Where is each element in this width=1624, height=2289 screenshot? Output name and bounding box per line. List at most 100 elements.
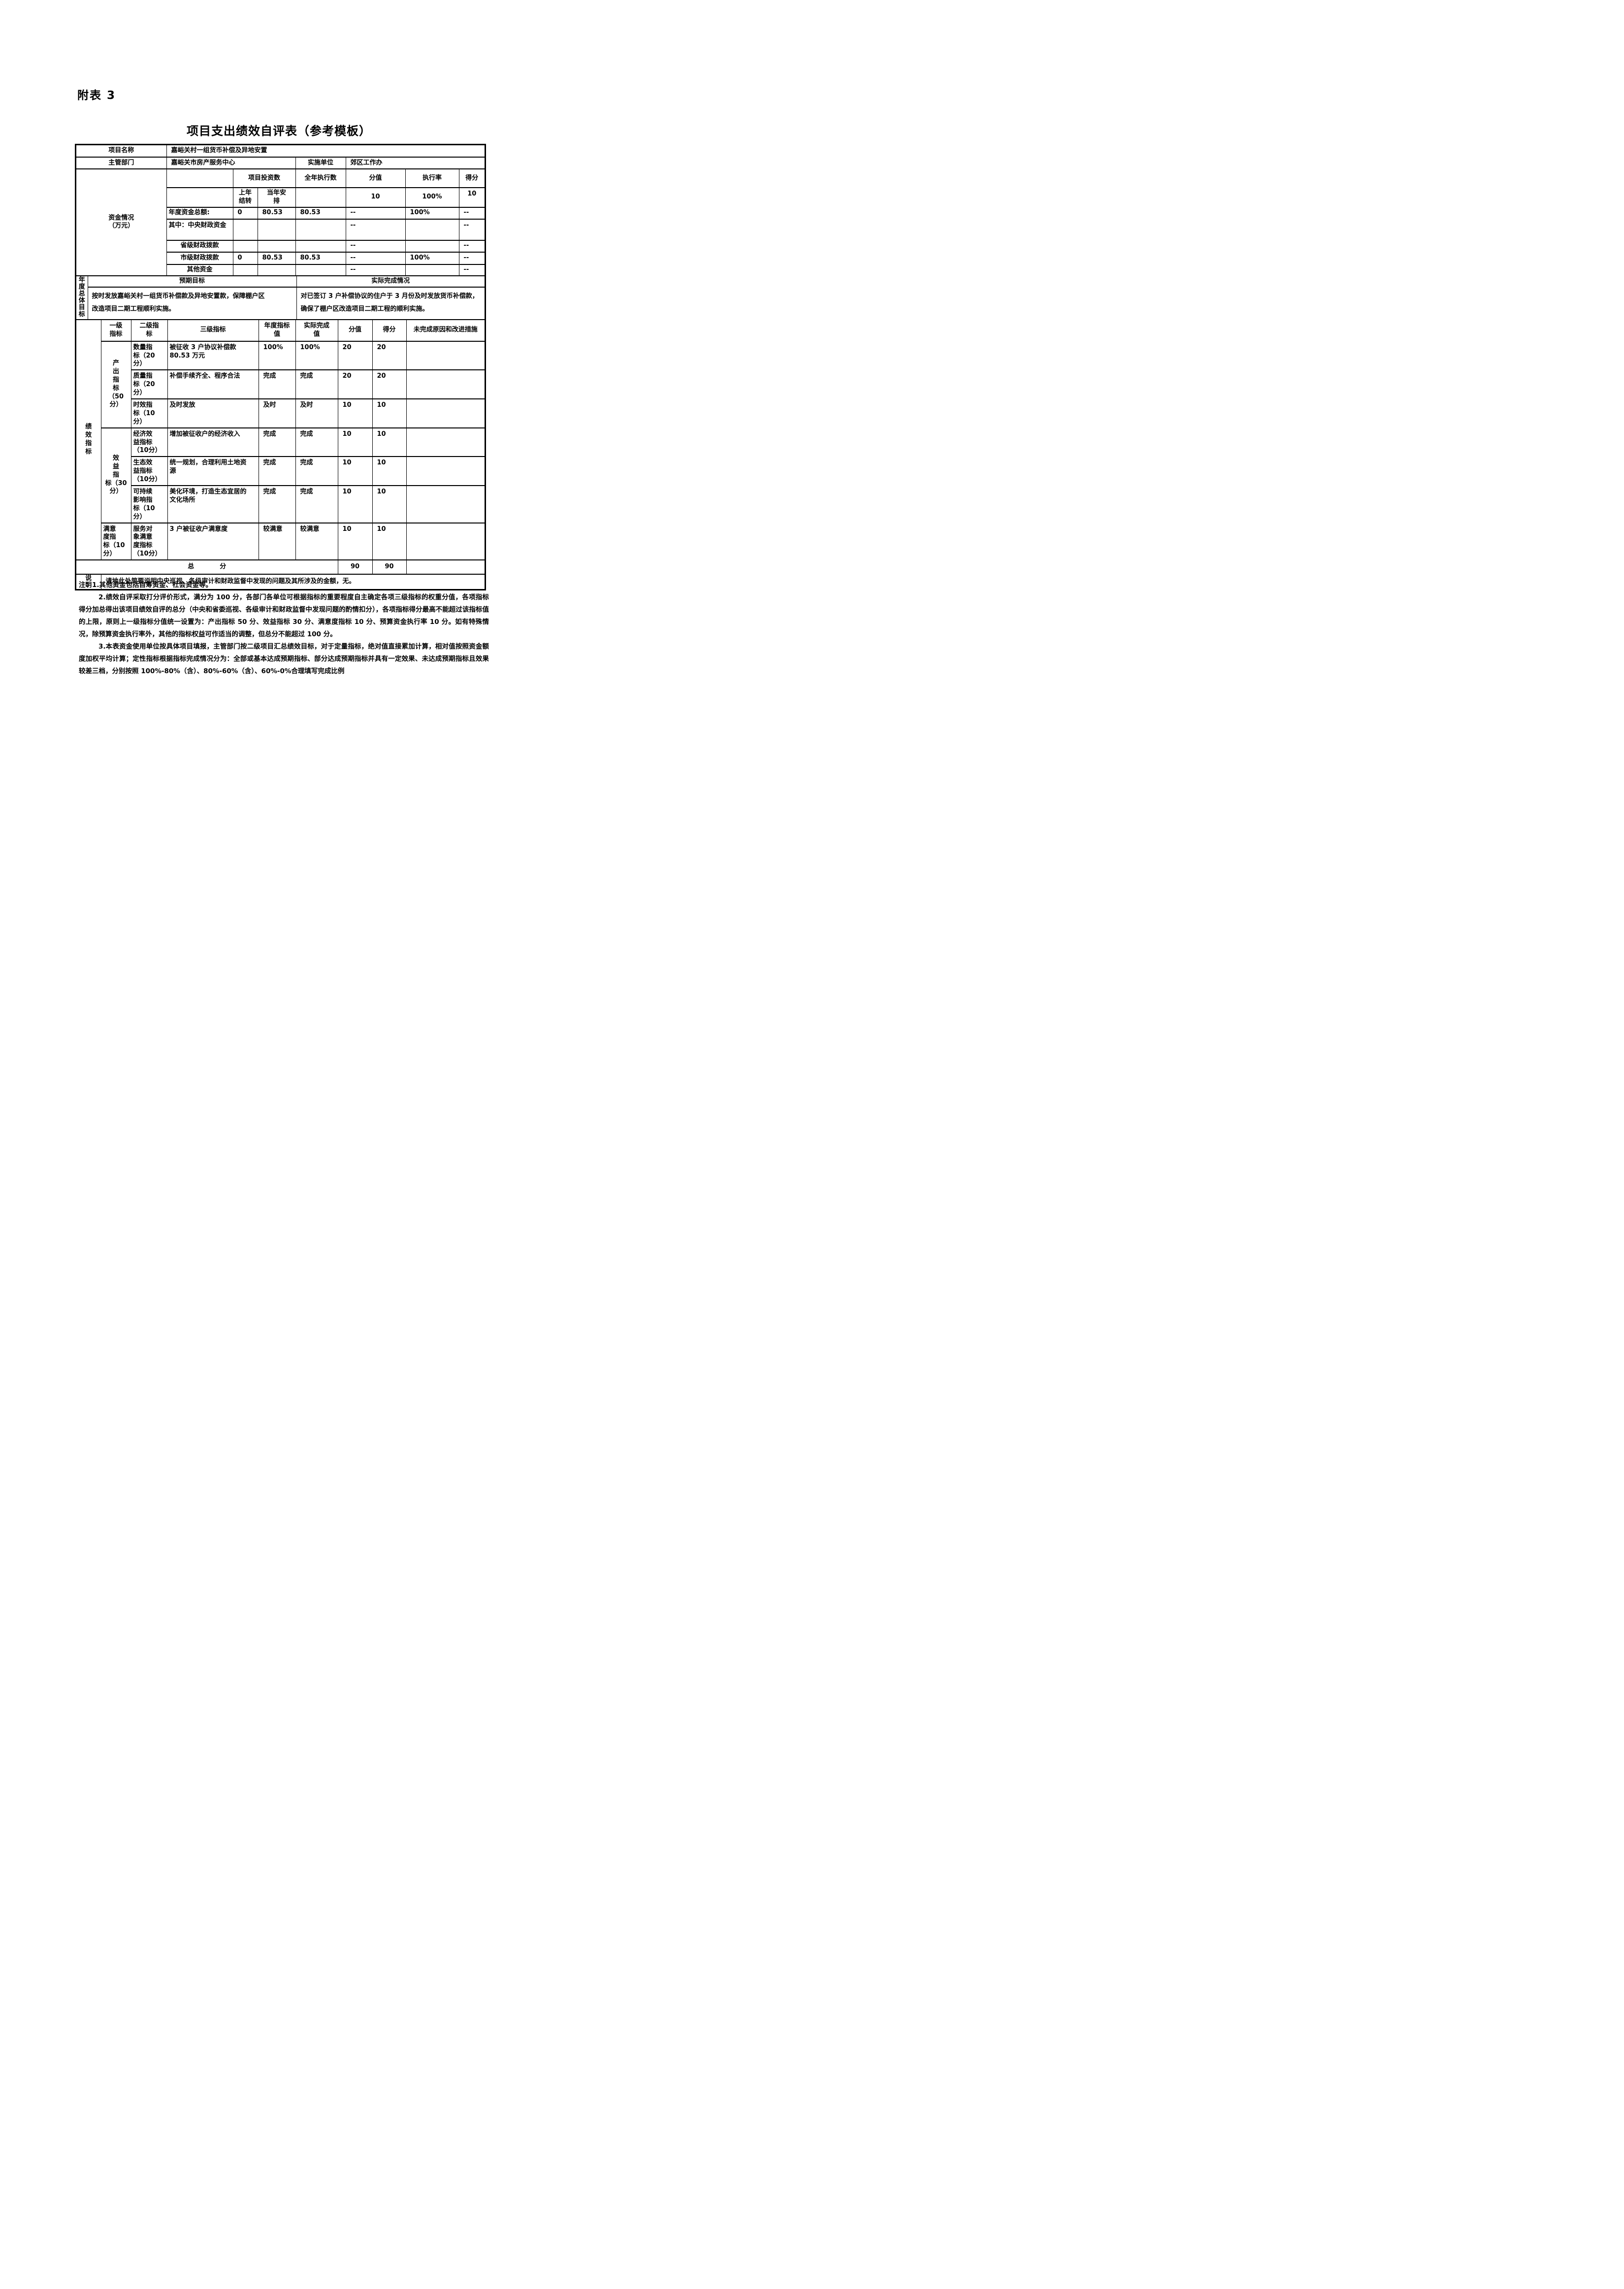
score-subvalue: 10 [459,188,485,208]
score-value: -- [459,252,485,265]
empty-cell [405,240,459,253]
actual-value: 完成 [295,427,338,458]
actual-value-header: 实际完成 值 [295,320,338,342]
empty-cell [405,219,459,241]
annual-target-header: 年度指标 值 [259,320,296,342]
funding-row-label: 省级财政拨款 [166,240,233,253]
annual-target-value: 完成 [259,370,296,400]
exec-rate-subvalue: 100% [405,188,459,208]
score-value: 10 [372,486,407,523]
remark-side-label: 说 明 [76,575,101,589]
funding-row-label: 其中：中央财政资金 [166,219,233,241]
score-value: -- [459,219,485,241]
points-value: -- [346,207,406,220]
exec-rate-value: 100% [405,207,459,220]
score-value: -- [459,264,485,276]
total-points-value: 90 [338,560,373,575]
empty-cell [295,240,346,253]
level3-text: 统一规划，合理利用土地资 源 [167,457,259,487]
invest-header: 项目投资数 [233,169,296,188]
carryover-value: 0 [233,207,258,220]
performance-side-label: 绩 效 指 标 [76,320,101,561]
score-value: 10 [372,427,407,458]
annex-label: 附表 3 [77,89,116,102]
points-subvalue: 10 [346,188,406,208]
reason-cell [406,486,485,523]
level2-label: 服务对 象满意 度指标 （10分） [131,523,168,561]
document-title: 项目支出绩效自评表（参考模板） [187,124,371,138]
expected-goal-header: 预期目标 [88,276,297,288]
actual-value: 完成 [295,486,338,523]
level2-label: 时效指 标（10 分） [131,399,168,428]
year-exec-value: 80.53 [295,207,346,220]
points-value: 10 [338,486,373,523]
level3-text: 增加被征收户的经济收入 [167,427,259,458]
total-score-value: 90 [372,560,407,575]
score-value: 10 [372,457,407,487]
annual-target-value: 完成 [259,486,296,523]
actual-value: 完成 [295,457,338,487]
empty-cell [258,264,296,276]
annual-target-value: 完成 [259,457,296,487]
empty-cell [405,264,459,276]
level2-label: 经济效 益指标 （10分） [131,427,168,458]
points-value: 10 [338,399,373,428]
level1-group-output: 产 出 指 标 （50 分） [101,341,131,428]
empty-cell [233,240,258,253]
total-score-label: 总 分 [76,560,338,575]
points-value: -- [346,252,406,265]
score-header: 得分 [372,320,407,342]
level1-group-satisfaction: 满意 度指 标（10 分） [101,523,131,561]
actual-value: 完成 [295,370,338,400]
performance-indicator-table: 绩 效 指 标 一级 指标 二级指 标 三级指标 年度指标 值 实际完成 值 分… [76,320,485,561]
points-value: 20 [338,370,373,400]
actual-value: 较满意 [295,523,338,561]
total-score-table: 总 分 90 90 [76,560,485,575]
score-value: 10 [372,399,407,428]
empty-cell [166,169,233,188]
reason-cell [406,457,485,487]
empty-cell [258,219,296,241]
reason-cell [406,427,485,458]
annual-goals-table: 年 度 总 体 目 标 预期目标 实际完成情况 按时发放嘉峪关村一组货币补偿款及… [76,276,485,320]
reason-header: 未完成原因和改进措施 [406,320,485,342]
level1-group-benefit: 效 益 指 标（30 分） [101,427,131,523]
level2-label: 数量指 标（20 分） [131,341,168,371]
info-funding-table: 项目名称 嘉峪关村一组货币补偿及异地安置 主管部门 嘉峪关市房产服务中心 实施单… [76,145,485,276]
carryover-subheader: 上年 结转 [233,188,258,208]
year-exec-value: 80.53 [295,252,346,265]
note-line-2: 2.绩效自评采取打分评价形式，满分为 100 分，各部门各单位可根据指标的重要程… [79,593,489,638]
remark-text: 请地此处简要说明中央巡视、各级审计和财政监督中发现的问题及其所涉及的金额，无。 [105,578,356,586]
dept-label: 主管部门 [76,157,167,169]
level3-text: 及时发放 [167,399,259,428]
reason-cell [406,370,485,400]
year-exec-header: 全年执行数 [295,169,346,188]
score-value: 20 [372,341,407,371]
points-header: 分值 [346,169,406,188]
score-header: 得分 [459,169,485,188]
points-value: 20 [338,341,373,371]
level2-label: 可持续 影响指 标（10 分） [131,486,168,523]
level3-header: 三级指标 [167,320,259,342]
exec-rate-value: 100% [405,252,459,265]
carryover-value: 0 [233,252,258,265]
points-value: 10 [338,523,373,561]
points-value: 10 [338,457,373,487]
score-value: -- [459,207,485,220]
empty-cell [233,219,258,241]
annual-target-value: 完成 [259,427,296,458]
arranged-value: 80.53 [258,252,296,265]
actual-value: 100% [295,341,338,371]
annual-target-value: 及时 [259,399,296,428]
impl-unit-label: 实施单位 [295,157,346,169]
note-line-1: 注：1.其他资金包括自筹资金、社会资金等。 [79,581,213,589]
empty-cell [166,188,233,208]
actual-completion-header: 实际完成情况 [296,276,485,288]
self-evaluation-table: 项目名称 嘉峪关村一组货币补偿及异地安置 主管部门 嘉峪关市房产服务中心 实施单… [75,144,486,591]
scanned-document-page: 附表 3 项目支出绩效自评表（参考模板） 项目名称 嘉峪关村一组货币补偿及异地安… [0,0,542,763]
dept-value: 嘉峪关市房产服务中心 [166,157,296,169]
annual-target-value: 较满意 [259,523,296,561]
funding-row-label: 其他资金 [166,264,233,276]
level3-text: 美化环境，打造生态宜居的 文化场所 [167,486,259,523]
exec-rate-header: 执行率 [405,169,459,188]
